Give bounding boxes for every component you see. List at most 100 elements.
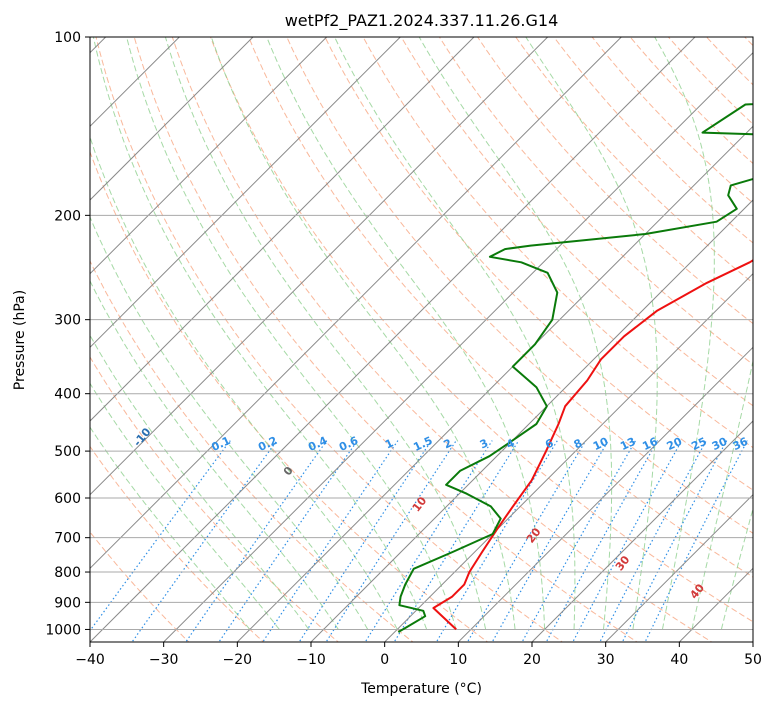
mixing-ratio-label: 2 <box>442 436 454 451</box>
dry-adiabat-label: -10 <box>131 425 154 449</box>
isotherm-line <box>752 641 753 642</box>
dry-adiabat <box>90 445 265 642</box>
dry-adiabat <box>515 37 753 284</box>
dry-adiabat <box>90 531 190 642</box>
isotherm-line <box>531 420 753 642</box>
isotherm-line <box>678 567 753 642</box>
y-tick-label: 800 <box>54 565 81 581</box>
dry-adiabat <box>133 37 638 642</box>
y-tick-label: 300 <box>54 313 81 329</box>
dry-adiabat <box>248 37 753 578</box>
y-tick-label: 400 <box>54 387 81 403</box>
moist-adiabat <box>92 37 428 630</box>
x-tick-label: −10 <box>296 652 326 668</box>
x-tick-label: −40 <box>75 652 105 668</box>
dry-adiabat <box>744 37 753 47</box>
x-axis-label: Temperature (°C) <box>360 681 482 697</box>
dry-adiabat <box>90 356 340 642</box>
x-tick-label: 0 <box>380 652 389 668</box>
isotherm-line <box>163 51 753 642</box>
mixing-ratio-label: 25 <box>689 435 708 453</box>
mixing-ratio-label: 16 <box>640 435 660 453</box>
isotherm-line <box>90 37 328 275</box>
y-tick-label: 900 <box>54 595 81 611</box>
moist-adiabat <box>90 382 280 630</box>
mixing-ratio-label: 6 <box>543 436 556 451</box>
moist-adiabat <box>691 358 753 630</box>
mixing-ratio-line <box>325 440 457 642</box>
moist-adiabat <box>90 426 251 630</box>
moist-adiabat <box>654 37 715 630</box>
moist-adiabat <box>720 506 753 630</box>
mixing-ratio-label: 36 <box>731 435 751 453</box>
mixing-ratio-line <box>644 440 748 642</box>
mixing-ratio-line <box>298 440 432 642</box>
dry-adiabat <box>209 37 753 623</box>
y-tick-label: 200 <box>54 208 81 224</box>
y-tick-label: 600 <box>54 491 81 507</box>
x-tick-label: 30 <box>597 652 615 668</box>
moist-adiabat <box>418 37 613 630</box>
isotherm-line <box>236 125 753 642</box>
moist-adiabat <box>126 37 457 630</box>
moist-adiabat <box>90 135 398 630</box>
mixing-ratio-line <box>521 440 637 642</box>
dry-adiabat <box>400 37 753 407</box>
mixing-ratio-line <box>435 440 558 642</box>
dry-adiabat <box>324 37 753 491</box>
dry-adiabat <box>90 150 489 642</box>
dry-adiabat <box>667 37 753 125</box>
mixing-ratio-label: 30 <box>710 435 730 453</box>
isotherm-line <box>310 199 753 642</box>
mixing-ratio-line <box>545 440 659 642</box>
moist-adiabat-label: 30 <box>613 553 633 573</box>
isotherm-line <box>90 37 401 349</box>
mixing-ratio-line <box>364 440 493 642</box>
mixing-ratio-line <box>185 440 328 642</box>
x-tick-label: 10 <box>449 652 467 668</box>
mixing-ratio-line <box>599 440 707 642</box>
x-tick-label: 50 <box>744 652 762 668</box>
isotherm-line <box>90 37 622 570</box>
x-tick-label: 20 <box>523 652 541 668</box>
mixing-ratio-line <box>621 440 728 642</box>
isotherm-line <box>90 37 475 422</box>
dry-adiabat <box>629 37 753 165</box>
dry-adiabat <box>591 37 753 204</box>
isotherm-line <box>90 37 254 201</box>
mixing-ratio-label: 10 <box>591 435 611 453</box>
moist-adiabat-label: 10 <box>410 494 430 514</box>
chart-title: wetPf2_PAZ1.2024.337.11.26.G14 <box>285 11 559 31</box>
moist-adiabat <box>90 215 369 630</box>
isotherm-line <box>457 346 753 642</box>
y-tick-label: 700 <box>54 531 81 547</box>
dry-adiabat <box>286 37 753 534</box>
mixing-ratio-line <box>131 440 278 642</box>
mixing-ratio-label: 20 <box>665 435 685 453</box>
dry-adiabat <box>770 24 775 645</box>
dewpoint-line <box>397 103 753 633</box>
mixing-ratio-label: 3 <box>478 436 490 451</box>
x-axis: −40 −30 −20 −10 0 10 20 30 40 50 <box>75 642 762 668</box>
moist-adiabat-label: 20 <box>524 525 544 545</box>
y-axis: 100 200 300 400 500 600 700 800 900 1000 <box>45 30 90 638</box>
x-tick-label: −30 <box>149 652 179 668</box>
y-axis-label: Pressure (hPa) <box>12 290 28 390</box>
moist-adiabat <box>266 37 546 630</box>
x-tick-label: −20 <box>223 652 253 668</box>
mixing-ratio-label: 13 <box>618 435 637 453</box>
mixing-ratio-line <box>572 440 683 642</box>
dry-adiabat <box>438 37 753 366</box>
dry-adiabat <box>362 37 753 449</box>
y-tick-label: 1000 <box>45 622 81 638</box>
y-tick-label: 100 <box>54 30 81 46</box>
plot-frame <box>89 36 754 643</box>
temperature-line <box>432 259 753 631</box>
y-tick-label: 500 <box>54 444 81 460</box>
mixing-ratio-line <box>491 440 609 642</box>
dry-adiabat <box>90 259 414 642</box>
grid-lines <box>90 37 753 642</box>
moist-adiabat <box>525 37 658 630</box>
mixing-ratio-line <box>262 440 399 642</box>
